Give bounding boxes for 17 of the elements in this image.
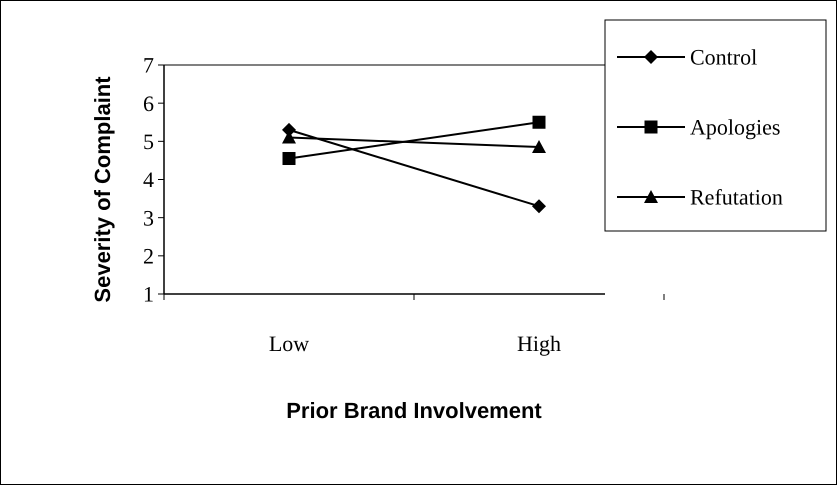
y-tick-label: 1 [143,282,154,307]
point [532,199,546,214]
point [282,152,296,166]
y-tick-label: 2 [143,244,154,269]
x-axis-title: Prior Brand Involvement [286,398,542,423]
y-tick-label: 4 [143,167,154,192]
legend-label: Control [690,44,758,70]
y-tick-label: 3 [143,205,154,230]
legend-label: Refutation [690,184,783,210]
y-tick-label: 6 [143,90,154,116]
x-tick-label: High [517,331,561,356]
point [532,116,546,129]
x-tick-label: Low [268,331,310,356]
y-tick-label: 5 [143,129,154,154]
y-tick-label: 7 [143,52,154,78]
legend-label: Apologies [690,114,780,140]
y-axis-title: Severity of Complaint [90,76,115,303]
